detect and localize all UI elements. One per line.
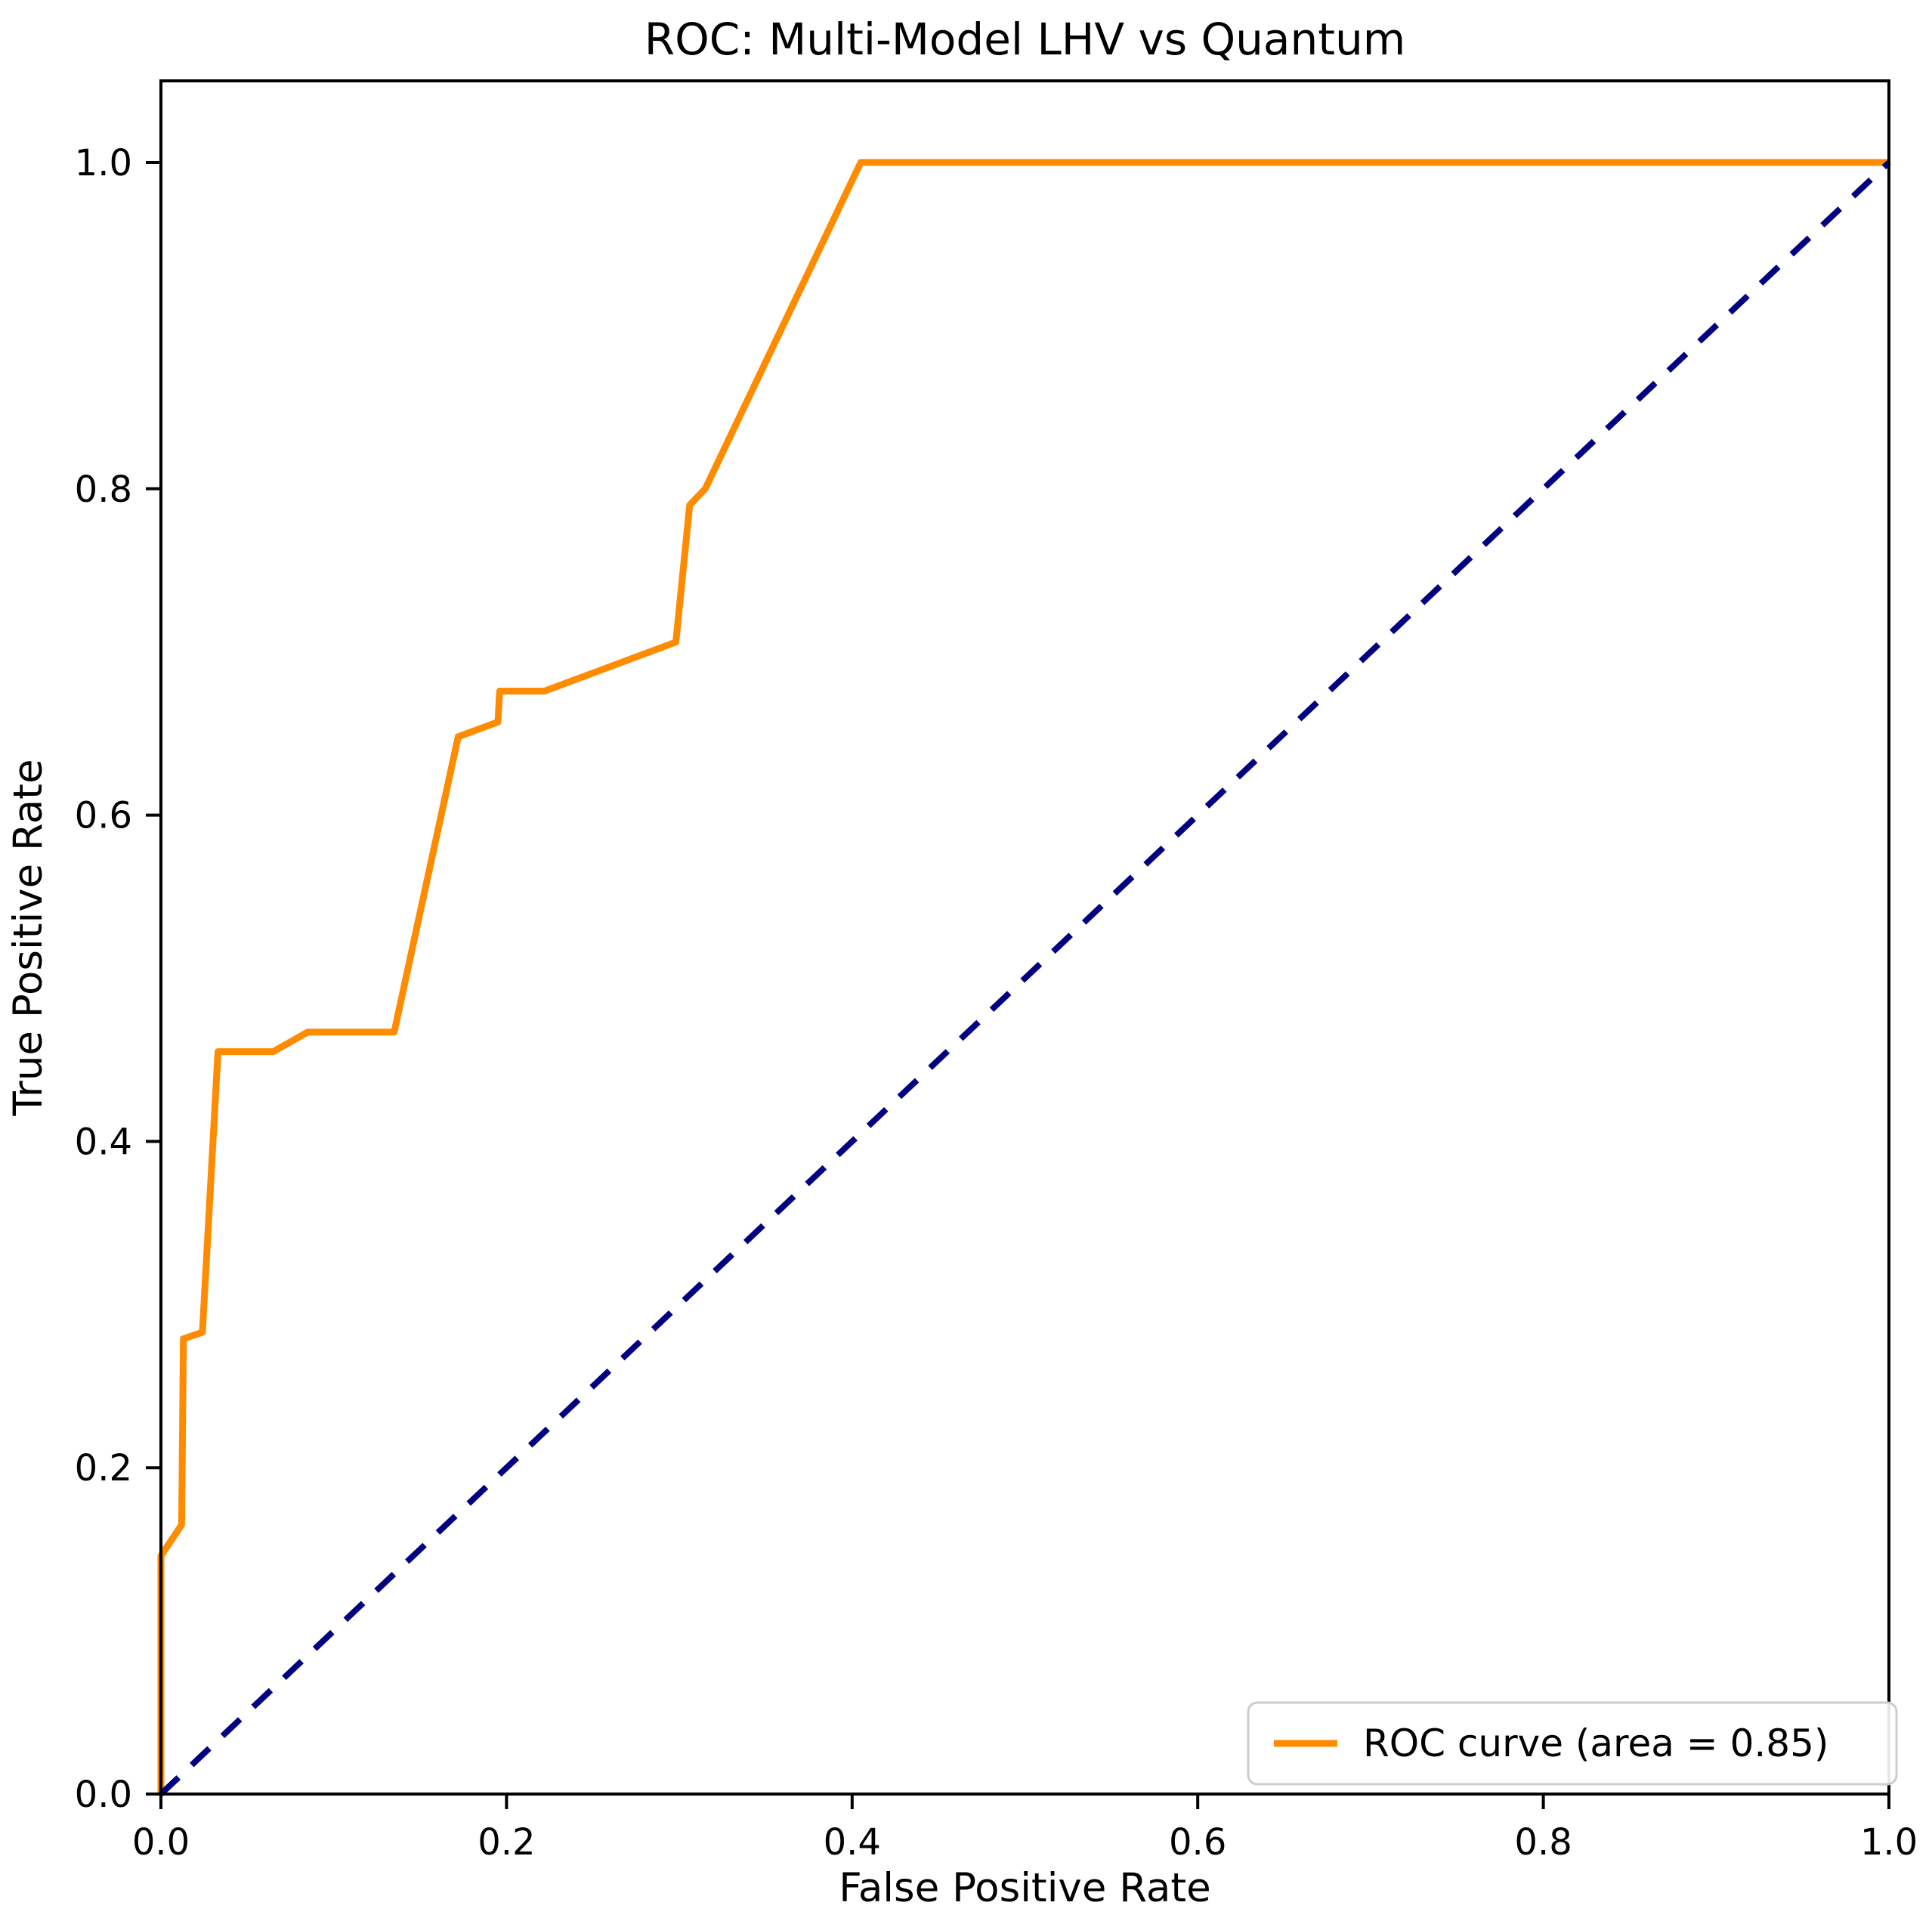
x-tick-label: 0.6 (1169, 1821, 1226, 1864)
x-axis-ticks: 0.0 0.2 0.4 0.6 0.8 1.0 (132, 1794, 1918, 1864)
legend-box (1247, 1701, 1898, 1786)
chart-title: ROC: Multi-Model LHV vs Quantum (645, 14, 1405, 65)
y-tick-label: 0.2 (75, 1447, 132, 1489)
y-tick-label: 0.6 (75, 795, 132, 837)
legend: ROC curve (area = 0.85) (1247, 1701, 1898, 1786)
plot-background (161, 81, 1889, 1794)
x-axis-label: False Positive Rate (839, 1865, 1211, 1911)
x-tick-label: 0.8 (1514, 1821, 1572, 1864)
x-tick-label: 0.2 (478, 1821, 535, 1864)
axes-box (159, 79, 1890, 1796)
x-tick-label: 1.0 (1860, 1821, 1918, 1864)
x-tick-label: 0.0 (132, 1821, 190, 1864)
roc-curve-line (157, 159, 1889, 1794)
y-tick-label: 0.0 (75, 1774, 132, 1816)
x-tick-label: 0.4 (824, 1821, 881, 1864)
legend-roc-label: ROC curve (area = 0.85) (1363, 1721, 1828, 1765)
y-axis-ticks: 0.0 0.2 0.4 0.6 0.8 1.0 (75, 142, 161, 1816)
y-tick-label: 0.8 (75, 469, 132, 511)
chance-diagonal-line (159, 160, 1891, 1796)
y-tick-label: 1.0 (75, 142, 132, 184)
y-axis-label: True Positive Rate (5, 759, 51, 1116)
series-group (157, 159, 1891, 1796)
y-tick-label: 0.4 (75, 1121, 132, 1163)
